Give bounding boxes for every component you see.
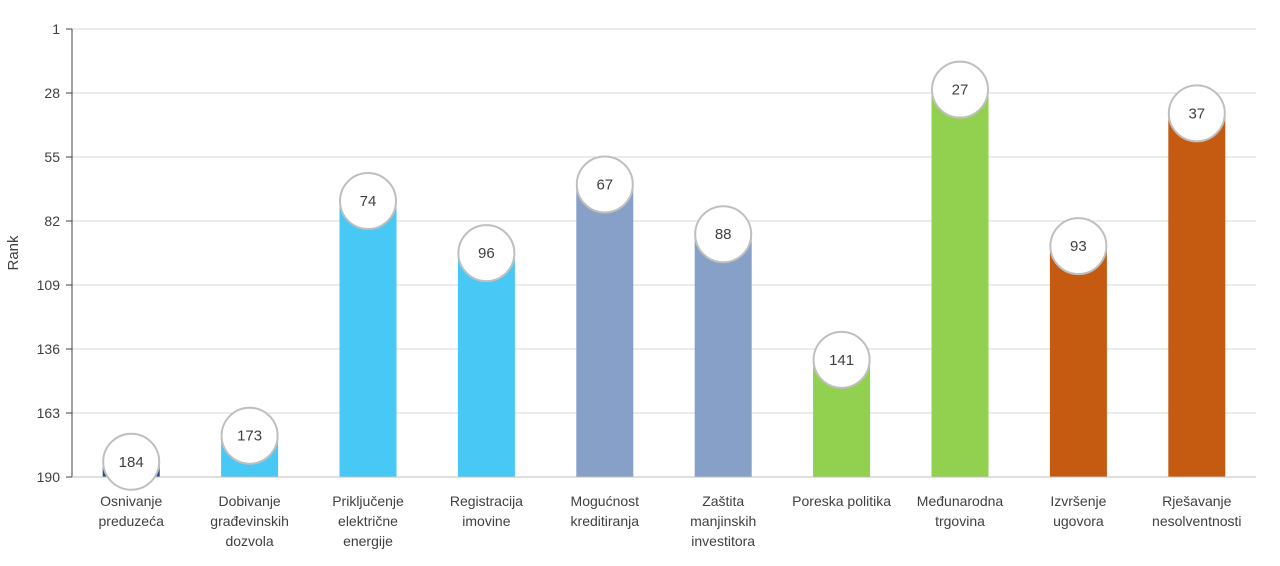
y-tick-label: 55 xyxy=(44,149,60,165)
category-label: Izvršenje ugovora xyxy=(1050,493,1106,529)
category-label-line: energije xyxy=(343,533,393,549)
data-label-value: 88 xyxy=(715,226,732,243)
category-label: Rješavanje nesolventnosti xyxy=(1152,493,1242,529)
data-label-bubble xyxy=(931,60,989,119)
category-labels: Osnivanje preduzeća Dobivanje građevinskih d… xyxy=(99,493,1242,549)
data-label-bubble xyxy=(575,155,634,214)
category-label-line: Poreska politika xyxy=(792,493,891,509)
data-label-value: 74 xyxy=(360,193,377,210)
data-label-value: 27 xyxy=(952,82,969,99)
data-label: 27 xyxy=(931,60,989,119)
gridlines xyxy=(72,28,1256,414)
data-label-bubble xyxy=(1049,217,1108,276)
bar xyxy=(457,254,515,477)
category-label-line: manjinskih xyxy=(690,513,756,529)
category-label-line: kreditiranja xyxy=(571,513,640,529)
data-label-value: 173 xyxy=(237,428,262,445)
category-label-line: trgovina xyxy=(935,513,985,529)
data-label-bubble xyxy=(339,172,397,231)
category-label-line: Rješavanje xyxy=(1162,493,1231,509)
data-labels: 184 173 74 96 67 88 141 27 93 37 xyxy=(102,60,1226,491)
data-label-bubble xyxy=(102,432,161,491)
data-label-bubble xyxy=(220,406,279,465)
y-tick-label: 1 xyxy=(52,21,60,37)
data-label-value: 67 xyxy=(596,176,613,193)
y-tick-label: 190 xyxy=(37,469,61,485)
category-label-line: imovine xyxy=(462,513,510,529)
y-tick-label: 163 xyxy=(37,405,61,421)
data-label-bubble xyxy=(694,205,753,264)
category-label-line: Dobivanje xyxy=(218,493,280,509)
category-label-line: investitora xyxy=(691,533,755,549)
data-label-value: 184 xyxy=(119,454,144,471)
data-label-value: 141 xyxy=(829,352,854,369)
data-label-bubble xyxy=(1167,84,1226,143)
bar xyxy=(1168,114,1226,477)
data-label: 96 xyxy=(457,224,516,283)
category-label: Registracija imovine xyxy=(450,493,523,529)
y-tick-label: 82 xyxy=(44,213,60,229)
data-label: 141 xyxy=(812,330,871,389)
y-tick-labels: 1 28 55 82 109 136 163 190 xyxy=(37,21,72,485)
bar xyxy=(1049,247,1107,477)
category-label-line: Mogućnost xyxy=(571,493,640,509)
data-label: 88 xyxy=(694,205,753,264)
bar xyxy=(339,202,397,477)
data-label-value: 37 xyxy=(1188,105,1205,122)
category-label-line: Zaštita xyxy=(702,493,744,509)
category-label-line: preduzeća xyxy=(99,513,165,529)
data-label: 184 xyxy=(102,432,161,491)
bar xyxy=(576,185,634,477)
category-label-line: Međunarodna xyxy=(917,493,1004,509)
category-label-line: Registracija xyxy=(450,493,523,509)
data-label-bubble xyxy=(812,330,871,389)
category-label: Poreska politika xyxy=(792,493,891,509)
category-label-line: ugovora xyxy=(1053,513,1104,529)
category-label: Međunarodna trgovina xyxy=(917,493,1004,529)
category-label: Dobivanje građevinskih dozvola xyxy=(210,493,289,549)
data-label-value: 96 xyxy=(478,245,495,262)
data-label-value: 93 xyxy=(1070,238,1087,255)
category-label-line: nesolventnosti xyxy=(1152,513,1242,529)
data-label: 74 xyxy=(339,172,397,231)
axes xyxy=(71,29,1256,478)
y-tick-label: 136 xyxy=(37,341,61,357)
category-label-line: Priključenje xyxy=(332,493,404,509)
category-label: Zaštita manjinskih investitora xyxy=(690,493,756,549)
category-label-line: dozvola xyxy=(225,533,273,549)
data-label: 37 xyxy=(1167,84,1226,143)
bar xyxy=(694,235,752,477)
category-label-line: Osnivanje xyxy=(100,493,162,509)
bars xyxy=(102,90,1226,477)
data-label-bubble xyxy=(457,224,516,283)
data-label: 173 xyxy=(220,406,279,465)
category-label-line: Izvršenje xyxy=(1050,493,1106,509)
y-tick-label: 28 xyxy=(44,85,60,101)
category-label: Priključenje električne energije xyxy=(332,493,404,549)
category-label-line: električne xyxy=(338,513,398,529)
data-label: 67 xyxy=(575,155,634,214)
category-label: Osnivanje preduzeća xyxy=(99,493,165,529)
y-axis-title: Rank xyxy=(5,235,22,271)
bar xyxy=(931,90,989,477)
category-label: Mogućnost kreditiranja xyxy=(571,493,640,529)
data-label: 93 xyxy=(1049,217,1108,276)
category-label-line: građevinskih xyxy=(210,513,289,529)
y-tick-label: 109 xyxy=(37,277,61,293)
